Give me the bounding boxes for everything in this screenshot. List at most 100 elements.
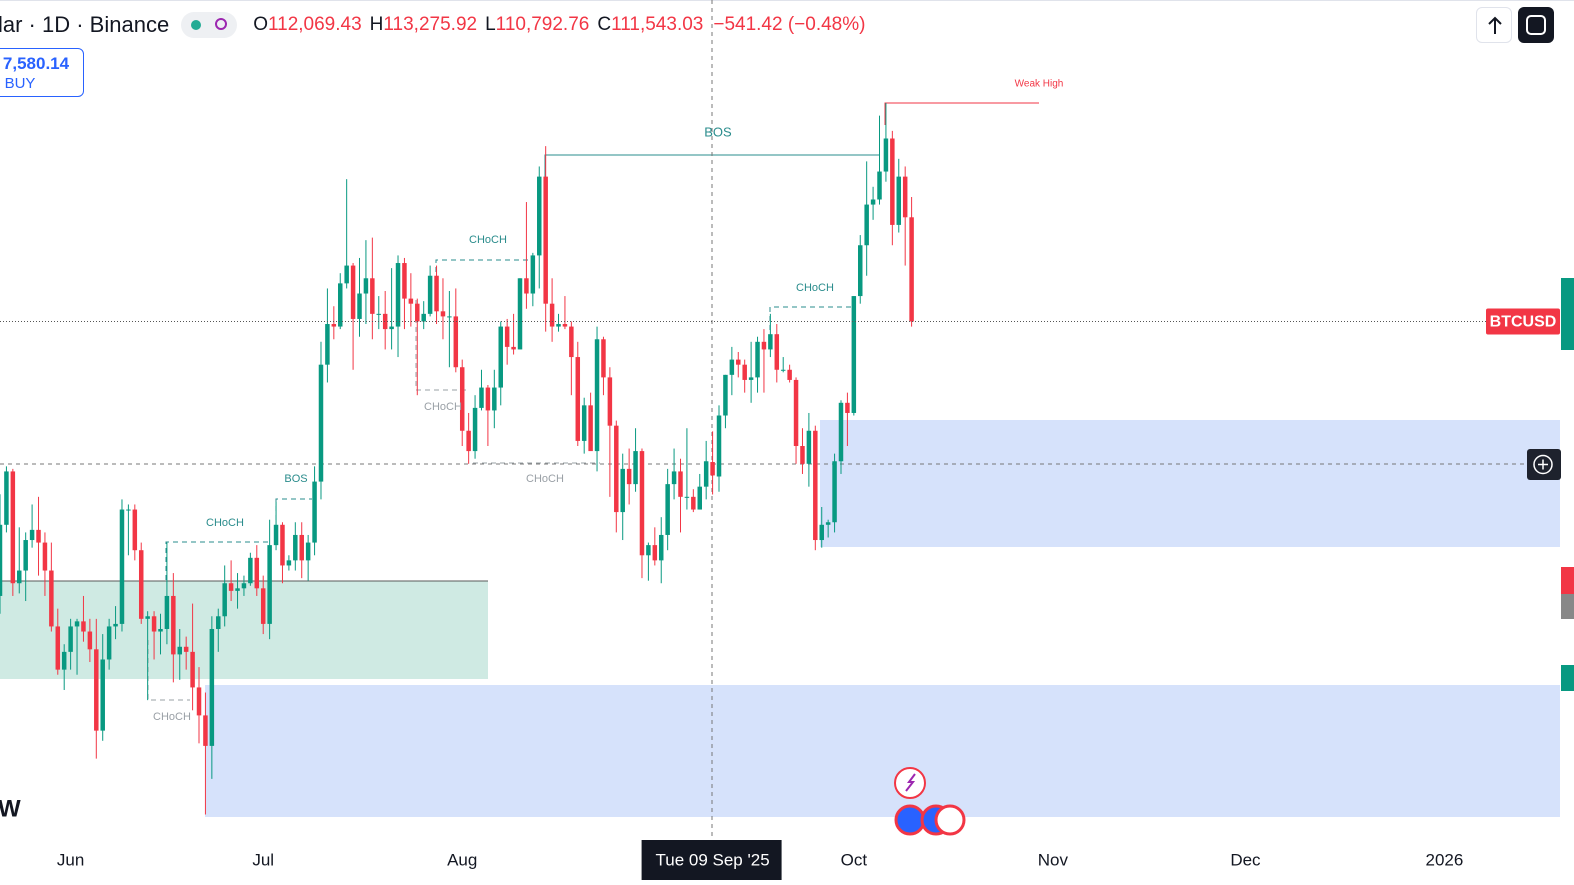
structure-annotation: CHoCH	[153, 711, 191, 723]
candle-body	[17, 570, 22, 584]
candle-body	[601, 339, 606, 378]
choch-line	[165, 541, 270, 580]
economic-event[interactable]	[894, 804, 926, 836]
candle-body	[614, 425, 619, 513]
candle-body	[716, 415, 722, 477]
candle-body	[415, 303, 420, 322]
candle-body	[537, 176, 542, 256]
edge-marker	[1561, 567, 1574, 594]
candle-body	[190, 651, 195, 688]
candle-body	[742, 364, 747, 380]
candle-body	[100, 659, 105, 731]
candle-body	[838, 402, 844, 462]
weak-high-line	[884, 102, 1039, 125]
candle-body	[331, 324, 337, 327]
ohlc-key: O	[253, 14, 268, 35]
candle-body	[697, 486, 702, 510]
edge-marker	[1561, 278, 1574, 350]
candle-body	[293, 534, 298, 561]
candle-body	[196, 687, 202, 716]
candle-body	[23, 540, 28, 571]
x-tick-label: 2026	[1426, 850, 1464, 869]
candle-body	[665, 484, 670, 535]
candle-body	[678, 471, 683, 497]
candle-body	[761, 341, 767, 350]
candle-body	[132, 509, 138, 551]
structure-annotation: CHoCH	[469, 234, 507, 246]
candle-body	[485, 387, 491, 411]
event-icon[interactable]	[905, 773, 916, 792]
buy-button[interactable]: 7,580.14 BUY	[0, 48, 84, 97]
candle-body	[55, 626, 61, 670]
buy-label[interactable]: BUY	[4, 75, 36, 92]
ohlc-value: 113,275.92	[383, 14, 478, 35]
arrow-icon[interactable]	[1477, 8, 1513, 44]
candle-body	[344, 265, 349, 284]
candle-body	[851, 296, 857, 413]
candle-body	[248, 557, 253, 584]
candle-body	[49, 570, 54, 627]
candle-body	[909, 217, 914, 322]
candle-body	[890, 138, 895, 225]
candle-body	[216, 616, 221, 629]
candle-body	[177, 646, 182, 655]
fullscreen-icon[interactable]	[1518, 7, 1554, 43]
fullscreen-button[interactable]	[1518, 7, 1554, 43]
candle-body	[594, 339, 600, 452]
candle-body	[260, 588, 266, 624]
scroll-up-button[interactable]	[1476, 7, 1512, 43]
candle-body	[299, 534, 304, 561]
candle-body	[504, 326, 510, 347]
candle-body	[151, 616, 157, 632]
add-alert-button[interactable]	[1527, 449, 1561, 480]
candle-body	[447, 316, 452, 318]
x-tick-label: Jun	[57, 850, 84, 869]
candle-body	[549, 303, 555, 327]
candle-body	[819, 524, 824, 541]
candle-body	[235, 588, 240, 591]
candle-body	[755, 341, 760, 378]
candle-body	[305, 542, 311, 561]
candle-body	[61, 651, 67, 670]
ohlc-value: 110,792.76	[495, 14, 590, 35]
candle-body	[36, 529, 41, 543]
economic-event[interactable]	[934, 804, 966, 836]
x-tick-label: Aug	[447, 850, 477, 869]
event-icons[interactable]	[894, 767, 966, 836]
choch-line	[435, 259, 528, 290]
candle-body	[607, 377, 613, 426]
candle-body	[671, 471, 677, 485]
crosshair-date-bg	[641, 840, 782, 880]
candle-body	[382, 313, 388, 330]
candle-body	[402, 263, 407, 299]
demand-zone	[205, 685, 1560, 817]
candle-body	[748, 377, 754, 380]
candle-body	[94, 649, 99, 731]
symbol-title[interactable]: lar · 1D · Binance	[0, 12, 170, 37]
candle-body	[896, 176, 902, 225]
candle-body	[498, 326, 503, 388]
candle-body	[440, 311, 446, 317]
candle-body	[4, 471, 9, 525]
status-pill[interactable]	[181, 12, 238, 38]
candle-body	[87, 631, 93, 650]
candle-body	[126, 509, 131, 511]
candle-body	[729, 359, 735, 375]
choch-line	[769, 306, 852, 330]
candle-body	[280, 524, 285, 566]
candle-body	[479, 387, 484, 408]
structure-annotation: Weak High	[1015, 79, 1064, 90]
candle-body	[575, 357, 581, 441]
buy-price[interactable]: 7,580.14	[2, 54, 70, 73]
candle-body	[145, 616, 150, 619]
candle-body	[813, 430, 818, 541]
candle-body	[793, 379, 799, 447]
x-tick-label: Nov	[1038, 850, 1069, 869]
add-icon[interactable]	[1533, 454, 1553, 475]
candle-body	[639, 451, 645, 556]
candle-body	[780, 369, 786, 371]
structure-annotation: BOS	[284, 473, 307, 485]
candle-body	[492, 387, 497, 411]
